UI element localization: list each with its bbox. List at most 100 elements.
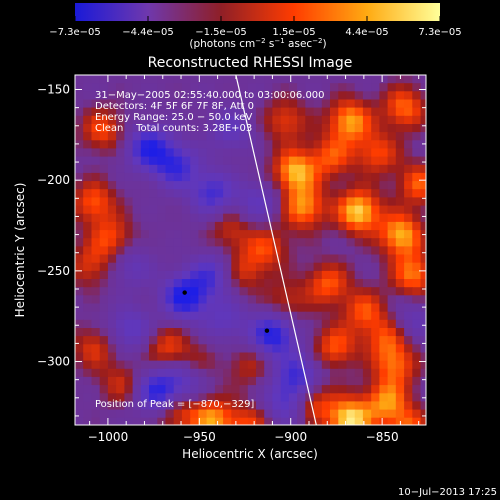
heatmap-cell [157, 164, 167, 174]
heatmap-cell [362, 83, 372, 92]
heatmap-cell [190, 83, 199, 92]
heatmap-cell [83, 246, 92, 256]
heatmap-cell [173, 393, 183, 403]
heatmap-cell [198, 262, 208, 272]
heatmap-cell [412, 213, 422, 223]
heatmap-cell [240, 426, 249, 435]
heatmap-cell [223, 213, 232, 223]
heatmap-cell [107, 262, 117, 272]
heatmap-cell [305, 91, 315, 101]
heatmap-cell [157, 401, 167, 411]
heatmap-cell [206, 148, 216, 158]
heatmap-cell [272, 295, 282, 305]
heatmap-cell [395, 401, 405, 411]
heatmap-cell [404, 376, 413, 386]
heatmap-cell [371, 393, 380, 403]
heatmap-cell [75, 409, 84, 419]
heatmap-cell [140, 385, 150, 394]
heatmap-cell [387, 360, 397, 370]
heatmap-cell [132, 75, 142, 84]
heatmap-cell [280, 238, 290, 247]
heatmap-cell [132, 164, 142, 174]
heatmap-cell [247, 254, 257, 264]
heatmap-cell [280, 368, 290, 378]
heatmap-cell [99, 270, 109, 280]
heatmap-cell [354, 344, 364, 354]
heatmap-cell [256, 254, 265, 264]
heatmap-cell [116, 132, 125, 141]
heatmap-cell [330, 83, 339, 92]
heatmap-cell [321, 311, 331, 321]
heatmap-cell [280, 148, 290, 158]
heatmap-cell [297, 99, 306, 109]
solar-limb-line [235, 75, 317, 425]
heatmap-cell [404, 148, 413, 158]
heatmap-cell [124, 262, 134, 272]
heatmap-cell [313, 385, 323, 394]
heatmap-cell [379, 197, 389, 207]
heatmap-cell [181, 295, 191, 305]
heatmap-cell [288, 172, 298, 182]
heatmap-cell [231, 262, 241, 272]
heatmap-cell [264, 181, 273, 190]
heatmap-cell [190, 352, 199, 362]
heatmap-cell [288, 344, 298, 354]
heatmap-cell [149, 409, 158, 419]
heatmap-cell [140, 230, 150, 239]
heatmap-cell [429, 320, 438, 329]
heatmap-cell [321, 270, 331, 280]
heatmap-cell [330, 385, 339, 394]
heatmap-cell [116, 181, 125, 190]
heatmap-cell [362, 270, 372, 280]
heatmap-cell [354, 385, 364, 394]
heatmap-cell [198, 311, 208, 321]
heatmap-cell [429, 418, 438, 427]
heatmap-cell [404, 368, 413, 378]
heatmap-cell [264, 221, 273, 231]
heatmap-cell [429, 75, 438, 84]
heatmap-cell [362, 328, 372, 337]
heatmap-cell [404, 75, 413, 84]
heatmap-cell [321, 197, 331, 207]
heatmap-cell [280, 360, 290, 370]
heatmap-cell [181, 115, 191, 125]
heatmap-cell [239, 156, 249, 166]
heatmap-cell [346, 417, 356, 425]
heatmap-cell [124, 115, 134, 125]
heatmap-cell [247, 246, 257, 256]
heatmap-cell [395, 295, 405, 305]
heatmap-cell [91, 311, 101, 321]
heatmap-cell [223, 319, 232, 329]
heatmap-cell [165, 124, 175, 133]
heatmap-cell [140, 328, 150, 337]
heatmap-cell [157, 197, 167, 207]
heatmap-cell [157, 205, 167, 215]
heatmap-cell [264, 344, 273, 354]
heatmap-cell [297, 336, 306, 345]
x-axis-label: Heliocentric X (arcsec) [182, 447, 318, 461]
heatmap-cell [305, 409, 315, 419]
heatmap-cell [429, 312, 438, 321]
heatmap-cell [239, 124, 249, 133]
heatmap-cell [231, 319, 241, 329]
heatmap-cell [429, 214, 438, 223]
heatmap-cell [371, 409, 380, 419]
heatmap-cell [338, 99, 348, 109]
heatmap-cell [305, 197, 315, 207]
heatmap-cell [83, 230, 92, 239]
heatmap-cell [107, 197, 117, 207]
heatmap-cell [157, 426, 166, 435]
heatmap-cell [99, 124, 109, 133]
heatmap-cell [313, 303, 323, 313]
heatmap-cell [313, 344, 323, 354]
heatmap-cell [362, 262, 372, 272]
heatmap-cell [354, 164, 364, 174]
heatmap-cell [354, 303, 364, 313]
heatmap-cell [173, 279, 183, 288]
heatmap-cell [133, 426, 142, 435]
heatmap-cell [157, 238, 167, 247]
heatmap-cell [371, 181, 380, 190]
heatmap-cell [395, 197, 405, 207]
heatmap-cell [124, 401, 134, 411]
heatmap-cell [264, 352, 273, 362]
